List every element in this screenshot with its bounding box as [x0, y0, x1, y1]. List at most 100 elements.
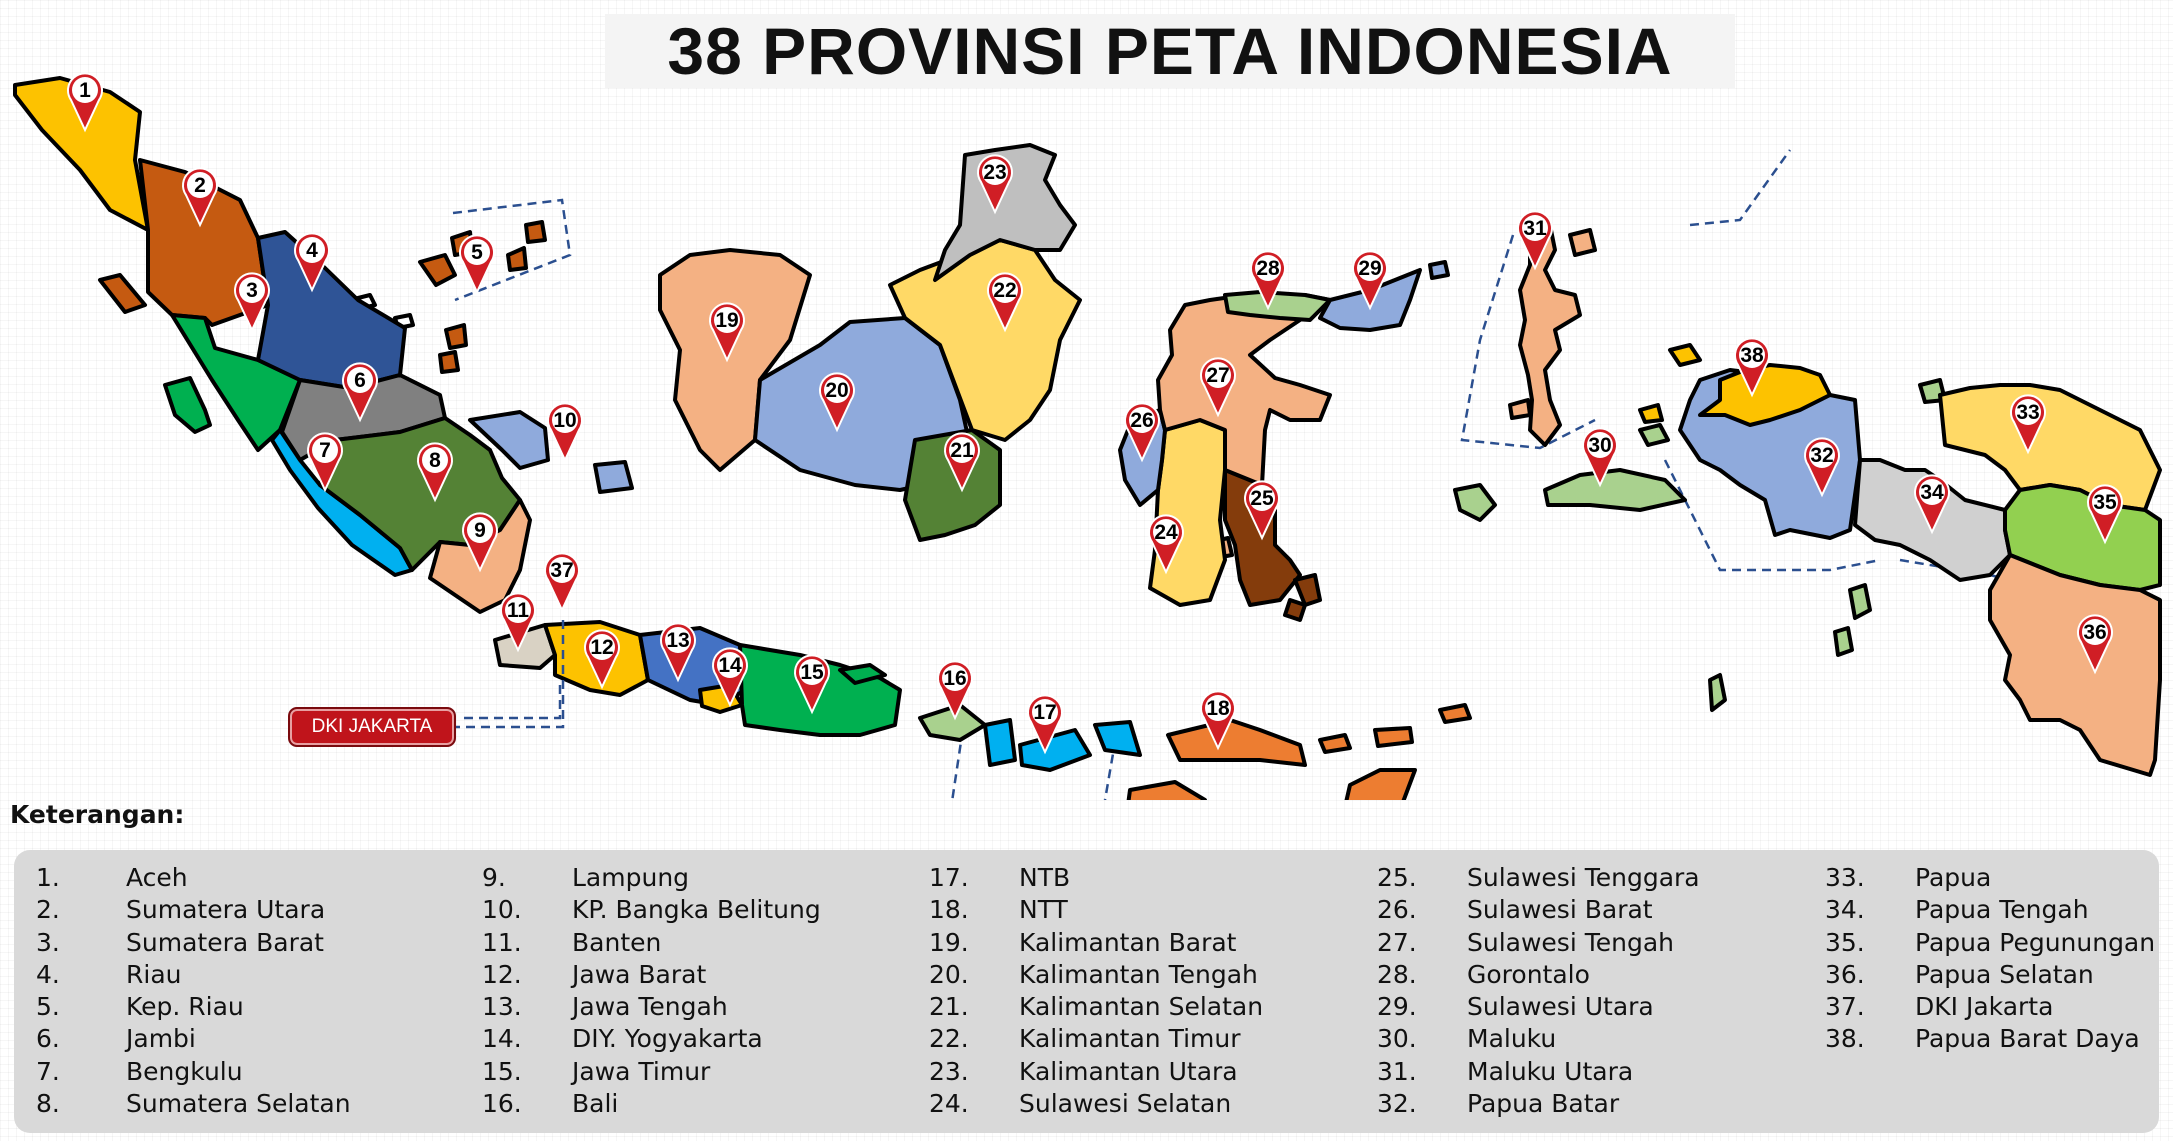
- pin-6-label: 6: [354, 369, 366, 392]
- pin-10-label: 10: [553, 409, 576, 432]
- pin-29-marker-icon: 29: [1352, 250, 1388, 311]
- legend-item-name: Sulawesi Tenggara: [1467, 863, 1700, 892]
- legend-item-jambi: 6. Jambi: [36, 1023, 351, 1055]
- legend-item-number: 19.: [929, 927, 969, 957]
- pin-38-label: 38: [1740, 344, 1764, 367]
- legend-item-number: 36.: [1825, 959, 1865, 989]
- legend-item-name: Jawa Timur: [572, 1056, 711, 1086]
- legend-item-papua-batar: 32. Papua Batar: [1377, 1088, 1700, 1120]
- legend-item-number: 28.: [1377, 959, 1417, 989]
- legend-item-sumatera-utara: 2. Sumatera Utara: [36, 894, 351, 926]
- legend-item-sulawesi-barat: 26. Sulawesi Barat: [1377, 894, 1700, 926]
- legend-item-name: Jambi: [126, 1024, 196, 1054]
- legend-item-name: Papua Pegunungan: [1915, 927, 2156, 957]
- legend-item-kalimantan-utara: 23. Kalimantan Utara: [929, 1056, 1263, 1088]
- pin-9-label: 9: [474, 519, 486, 542]
- map-title: 38 PROVINSI PETA INDONESIA: [605, 14, 1735, 88]
- pin-16-marker-icon: 16: [937, 660, 973, 721]
- legend-item-name: DKI Jakarta: [1915, 992, 2054, 1022]
- legend-title: Keterangan:: [10, 800, 185, 829]
- pin-9-marker-icon: 9: [462, 512, 498, 573]
- pin-27-label: 27: [1206, 364, 1229, 387]
- province-kep-riau: [418, 220, 547, 374]
- legend-item-number: 34.: [1825, 895, 1865, 925]
- legend-item-name: Maluku: [1467, 1024, 1557, 1054]
- legend-item-number: 31.: [1377, 1056, 1417, 1086]
- legend-item-name: Papua Barat Daya: [1915, 1024, 2140, 1054]
- pin-5-marker-icon: 5: [459, 234, 495, 295]
- pin-31-label: 31: [1523, 217, 1547, 240]
- legend-item-kalimantan-timur: 22. Kalimantan Timur: [929, 1023, 1263, 1055]
- province-kp-bangka-belitung: [468, 410, 634, 494]
- legend-item-name: Sulawesi Utara: [1467, 992, 1654, 1022]
- legend-item-ntb: 17. NTB: [929, 862, 1263, 894]
- pin-26-label: 26: [1130, 409, 1153, 432]
- legend-item-name: Papua: [1915, 863, 1992, 892]
- legend-item-number: 25.: [1377, 863, 1417, 892]
- pin-38-marker-icon: 38: [1734, 337, 1770, 398]
- legend-item-aceh: 1. Aceh: [36, 862, 351, 894]
- minor-island-4: [1833, 626, 1854, 657]
- pin-5-label: 5: [471, 241, 483, 264]
- pin-3-marker-icon: 3: [234, 272, 270, 333]
- legend-item-name: Kalimantan Timur: [1019, 1024, 1241, 1054]
- pin-24-label: 24: [1154, 521, 1178, 544]
- pin-29-label: 29: [1358, 257, 1381, 280]
- legend-item-bali: 16. Bali: [482, 1088, 821, 1120]
- province-papua-barat-daya: [1638, 343, 1832, 427]
- legend-item-number: 5.: [36, 992, 60, 1022]
- legend-item-riau: 4. Riau: [36, 959, 351, 991]
- legend-item-number: 26.: [1377, 895, 1417, 925]
- legend-item-sulawesi-selatan: 24. Sulawesi Selatan: [929, 1088, 1263, 1120]
- pin-21-marker-icon: 21: [944, 432, 980, 493]
- legend-item-name: Papua Selatan: [1915, 959, 2094, 989]
- legend-item-name: Sulawesi Barat: [1467, 895, 1653, 925]
- pin-1-label: 1: [79, 79, 91, 102]
- legend-item-number: 32.: [1377, 1089, 1417, 1119]
- pin-23-label: 23: [983, 161, 1006, 184]
- minor-island-5: [1708, 673, 1727, 712]
- pin-19-label: 19: [715, 309, 738, 332]
- pin-11-marker-icon: 11: [500, 592, 536, 653]
- legend-item-jawa-timur: 15. Jawa Timur: [482, 1056, 821, 1088]
- legend-item-name: Kep. Riau: [126, 992, 244, 1022]
- pin-35-marker-icon: 35: [2087, 484, 2123, 545]
- legend-item-sumatera-selatan: 8. Sumatera Selatan: [36, 1088, 351, 1120]
- pin-22-marker-icon: 22: [987, 272, 1023, 333]
- legend-item-papua-tengah: 34. Papua Tengah: [1825, 894, 2155, 926]
- legend-item-number: 3.: [36, 927, 60, 957]
- legend-item-number: 7.: [36, 1056, 60, 1086]
- pin-13-label: 13: [666, 629, 689, 652]
- minor-island-2: [163, 376, 212, 434]
- legend-item-number: 14.: [482, 1024, 522, 1054]
- legend-box: 1. Aceh 2. Sumatera Utara 3. Sumatera Barat 4.…: [14, 850, 2159, 1133]
- legend-item-number: 21.: [929, 992, 969, 1022]
- legend-item-sumatera-barat: 3. Sumatera Barat: [36, 927, 351, 959]
- province-ntb: [983, 718, 1142, 772]
- pin-8-label: 8: [429, 449, 441, 472]
- legend-item-maluku-utara: 31. Maluku Utara: [1377, 1056, 1700, 1088]
- dki-jakarta-callout: DKI JAKARTA: [288, 707, 456, 747]
- province-maluku-utara: [1508, 223, 1597, 447]
- pin-12-marker-icon: 12: [584, 629, 620, 690]
- pin-34-label: 34: [1920, 481, 1944, 504]
- legend-item-number: 9.: [482, 863, 506, 892]
- pin-20-label: 20: [825, 379, 848, 402]
- legend-item-name: Banten: [572, 927, 662, 957]
- legend-item-name: Gorontalo: [1467, 959, 1590, 989]
- legend-item-number: 2.: [36, 895, 60, 925]
- legend-item-gorontalo: 28. Gorontalo: [1377, 959, 1700, 991]
- pin-15-label: 15: [800, 661, 824, 684]
- pin-31-marker-icon: 31: [1517, 210, 1553, 271]
- legend-column-3: 17. NTB 18. NTT 19. Kalimantan Barat 20. Kalima…: [929, 862, 1263, 1120]
- legend-item-number: 35.: [1825, 927, 1865, 957]
- pin-24-marker-icon: 24: [1148, 514, 1184, 575]
- pin-10-marker-icon: 10: [547, 402, 583, 463]
- legend-item-kalimantan-selatan: 21. Kalimantan Selatan: [929, 991, 1263, 1023]
- legend-item-number: 13.: [482, 992, 522, 1022]
- legend-item-number: 15.: [482, 1056, 522, 1086]
- legend-item-name: Sumatera Selatan: [126, 1089, 351, 1119]
- legend-item-name: Papua Tengah: [1915, 895, 2089, 925]
- pin-15-marker-icon: 15: [794, 654, 830, 715]
